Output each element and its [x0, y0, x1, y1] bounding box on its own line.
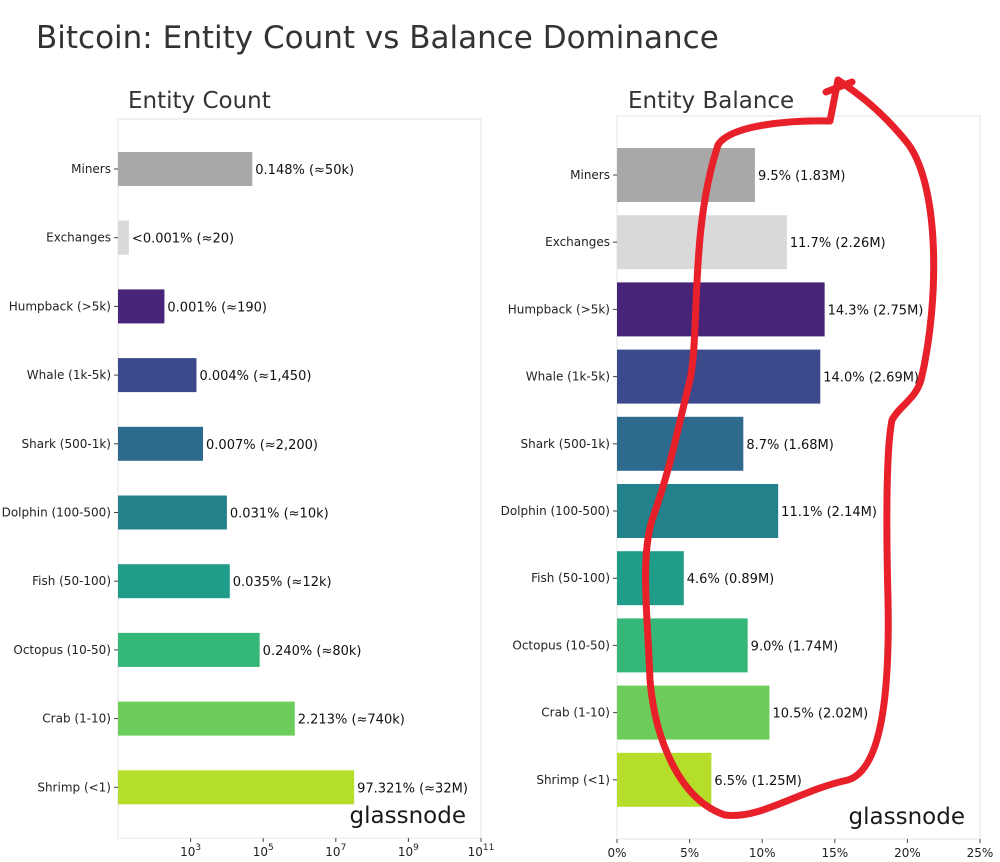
bar: [118, 358, 197, 393]
bar: [617, 148, 755, 202]
y-tick-label: Fish (50-100): [531, 571, 610, 585]
y-tick-label: Whale (1k-5k): [27, 368, 111, 382]
data-label: 0.004% (≈1,450): [199, 369, 311, 384]
bar: [118, 152, 253, 186]
x-tick-label: 109: [398, 843, 419, 859]
data-label: 0.240% (≈80k): [263, 644, 362, 659]
y-tick-label: Shark (500-1k): [22, 437, 111, 451]
data-label: 14.3% (2.75M): [828, 303, 924, 318]
data-label: 2.213% (≈740k): [298, 713, 405, 728]
data-label: 9.5% (1.83M): [758, 169, 845, 184]
x-tick-label: 25%: [967, 846, 994, 860]
bar: [118, 220, 129, 255]
y-tick-label: Dolphin (100-500): [2, 506, 111, 520]
data-label: 11.7% (2.26M): [790, 236, 886, 251]
glassnode-watermark: glassnode: [849, 804, 965, 830]
bar: [617, 551, 684, 606]
x-tick-label: 105: [253, 843, 274, 859]
bar: [118, 564, 230, 599]
y-tick-label: Shrimp (<1): [536, 773, 610, 787]
y-tick-label: Fish (50-100): [32, 574, 111, 588]
data-label: 0.007% (≈2,200): [206, 438, 318, 453]
bar: [118, 770, 355, 805]
x-tick-label: 1011: [468, 843, 495, 859]
x-tick-label: 15%: [821, 846, 848, 860]
y-tick-label: Humpback (>5k): [508, 302, 610, 316]
y-tick-label: Octopus (10-50): [13, 643, 111, 657]
x-tick-label: 107: [325, 843, 346, 859]
x-tick-label: 20%: [894, 846, 921, 860]
x-tick-label: 10%: [749, 846, 776, 860]
y-tick-label: Humpback (>5k): [9, 299, 111, 313]
red-annotation-loop: [642, 76, 938, 820]
plot-frame: [616, 115, 981, 840]
subplot-title: Entity Balance: [628, 88, 794, 114]
data-label: 0.035% (≈12k): [233, 575, 332, 590]
bar: [617, 618, 748, 673]
bar: [617, 349, 821, 404]
bar: [617, 282, 825, 337]
data-label: 4.6% (0.89M): [687, 572, 774, 587]
plot-frame: [117, 118, 482, 839]
y-tick-label: Octopus (10-50): [512, 638, 610, 652]
data-label: 0.148% (≈50k): [255, 163, 354, 178]
y-tick-label: Shrimp (<1): [37, 780, 111, 794]
y-tick-label: Exchanges: [46, 231, 111, 245]
y-tick-label: Miners: [71, 162, 111, 176]
bar: [617, 685, 770, 740]
data-label: 0.031% (≈10k): [230, 507, 329, 522]
glassnode-watermark: glassnode: [350, 803, 466, 829]
page-title: Bitcoin: Entity Count vs Balance Dominan…: [36, 20, 719, 56]
data-label: 0.001% (≈190): [167, 300, 267, 315]
x-tick-label: 103: [180, 843, 201, 859]
data-label: 10.5% (2.02M): [772, 707, 868, 722]
y-tick-label: Exchanges: [545, 235, 610, 249]
data-label: 8.7% (1.68M): [746, 438, 833, 453]
data-label: 9.0% (1.74M): [751, 639, 838, 654]
bar: [118, 701, 295, 736]
bar: [118, 426, 204, 461]
subplot-title: Entity Count: [128, 88, 271, 114]
data-label: 14.0% (2.69M): [823, 371, 919, 386]
bar: [118, 495, 227, 530]
bar: [617, 484, 779, 538]
bar: [118, 632, 260, 667]
y-tick-label: Miners: [570, 168, 610, 182]
y-tick-label: Whale (1k-5k): [526, 370, 610, 384]
bar: [118, 289, 165, 324]
data-label: 11.1% (2.14M): [781, 505, 877, 520]
entity-count-chart: Entity Count Miners 0.148% (≈50k) Exchanges…: [2, 88, 482, 842]
data-label: <0.001% (≈20): [132, 232, 234, 247]
y-tick-label: Crab (1-10): [42, 712, 111, 726]
data-label: 97.321% (≈32M): [357, 781, 468, 796]
y-tick-label: Shark (500-1k): [521, 437, 610, 451]
y-tick-label: Crab (1-10): [541, 706, 610, 720]
entity-balance-chart: Entity Balance Miners 9.5% (1.83M) Exchange…: [501, 88, 981, 843]
y-tick-label: Dolphin (100-500): [501, 504, 610, 518]
x-tick-label: 5%: [680, 846, 699, 860]
data-label: 6.5% (1.25M): [714, 774, 801, 789]
x-tick-label: 0%: [607, 846, 626, 860]
